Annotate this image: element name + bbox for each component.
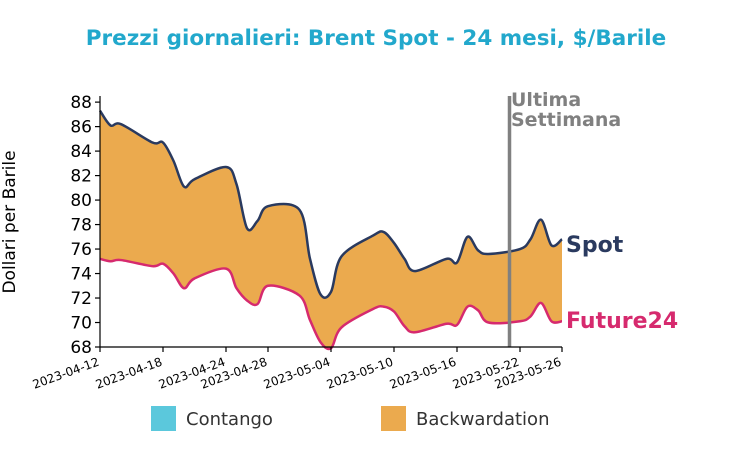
y-tick-label: 86 [70,118,92,138]
chart-title: Prezzi giornalieri: Brent Spot - 24 mesi… [86,26,666,51]
y-tick-label: 76 [70,240,92,260]
areas [100,110,562,349]
x-tick-label: 2023-04-12 [31,355,101,392]
y-tick-label: 78 [70,216,92,236]
spot-end-label: Spot [566,233,624,258]
x-tick-label: 2023-04-18 [94,355,164,392]
legend-swatch-contango [151,406,176,431]
y-axis-label: Dollari per Barile [0,150,20,293]
future-end-label: Future24 [566,309,678,334]
legend: Contango Backwardation [151,406,549,431]
x-ticks: 2023-04-122023-04-182023-04-242023-04-28… [31,347,563,392]
y-tick-label: 68 [70,338,92,358]
x-tick-label: 2023-05-16 [388,355,458,392]
x-tick-label: 2023-05-10 [325,355,395,392]
legend-label-contango: Contango [186,409,273,430]
y-tick-label: 84 [70,142,92,162]
x-tick-label: 2023-05-04 [262,355,332,392]
y-tick-label: 70 [70,314,92,334]
y-tick-label: 74 [70,265,92,285]
y-tick-label: 72 [70,289,92,309]
legend-label-backwardation: Backwardation [416,409,549,430]
spot-line [98,109,563,299]
annotation-line2: Settimana [511,109,621,131]
y-tick-label: 82 [70,167,92,187]
backwardation-area [100,110,562,349]
legend-swatch-backwardation [381,406,406,431]
y-ticks: 68 70 72 74 76 78 80 82 84 86 88 [70,93,100,358]
y-tick-label: 80 [70,191,92,211]
annotation-line1: Ultima [511,89,581,111]
y-tick-label: 88 [70,93,92,113]
